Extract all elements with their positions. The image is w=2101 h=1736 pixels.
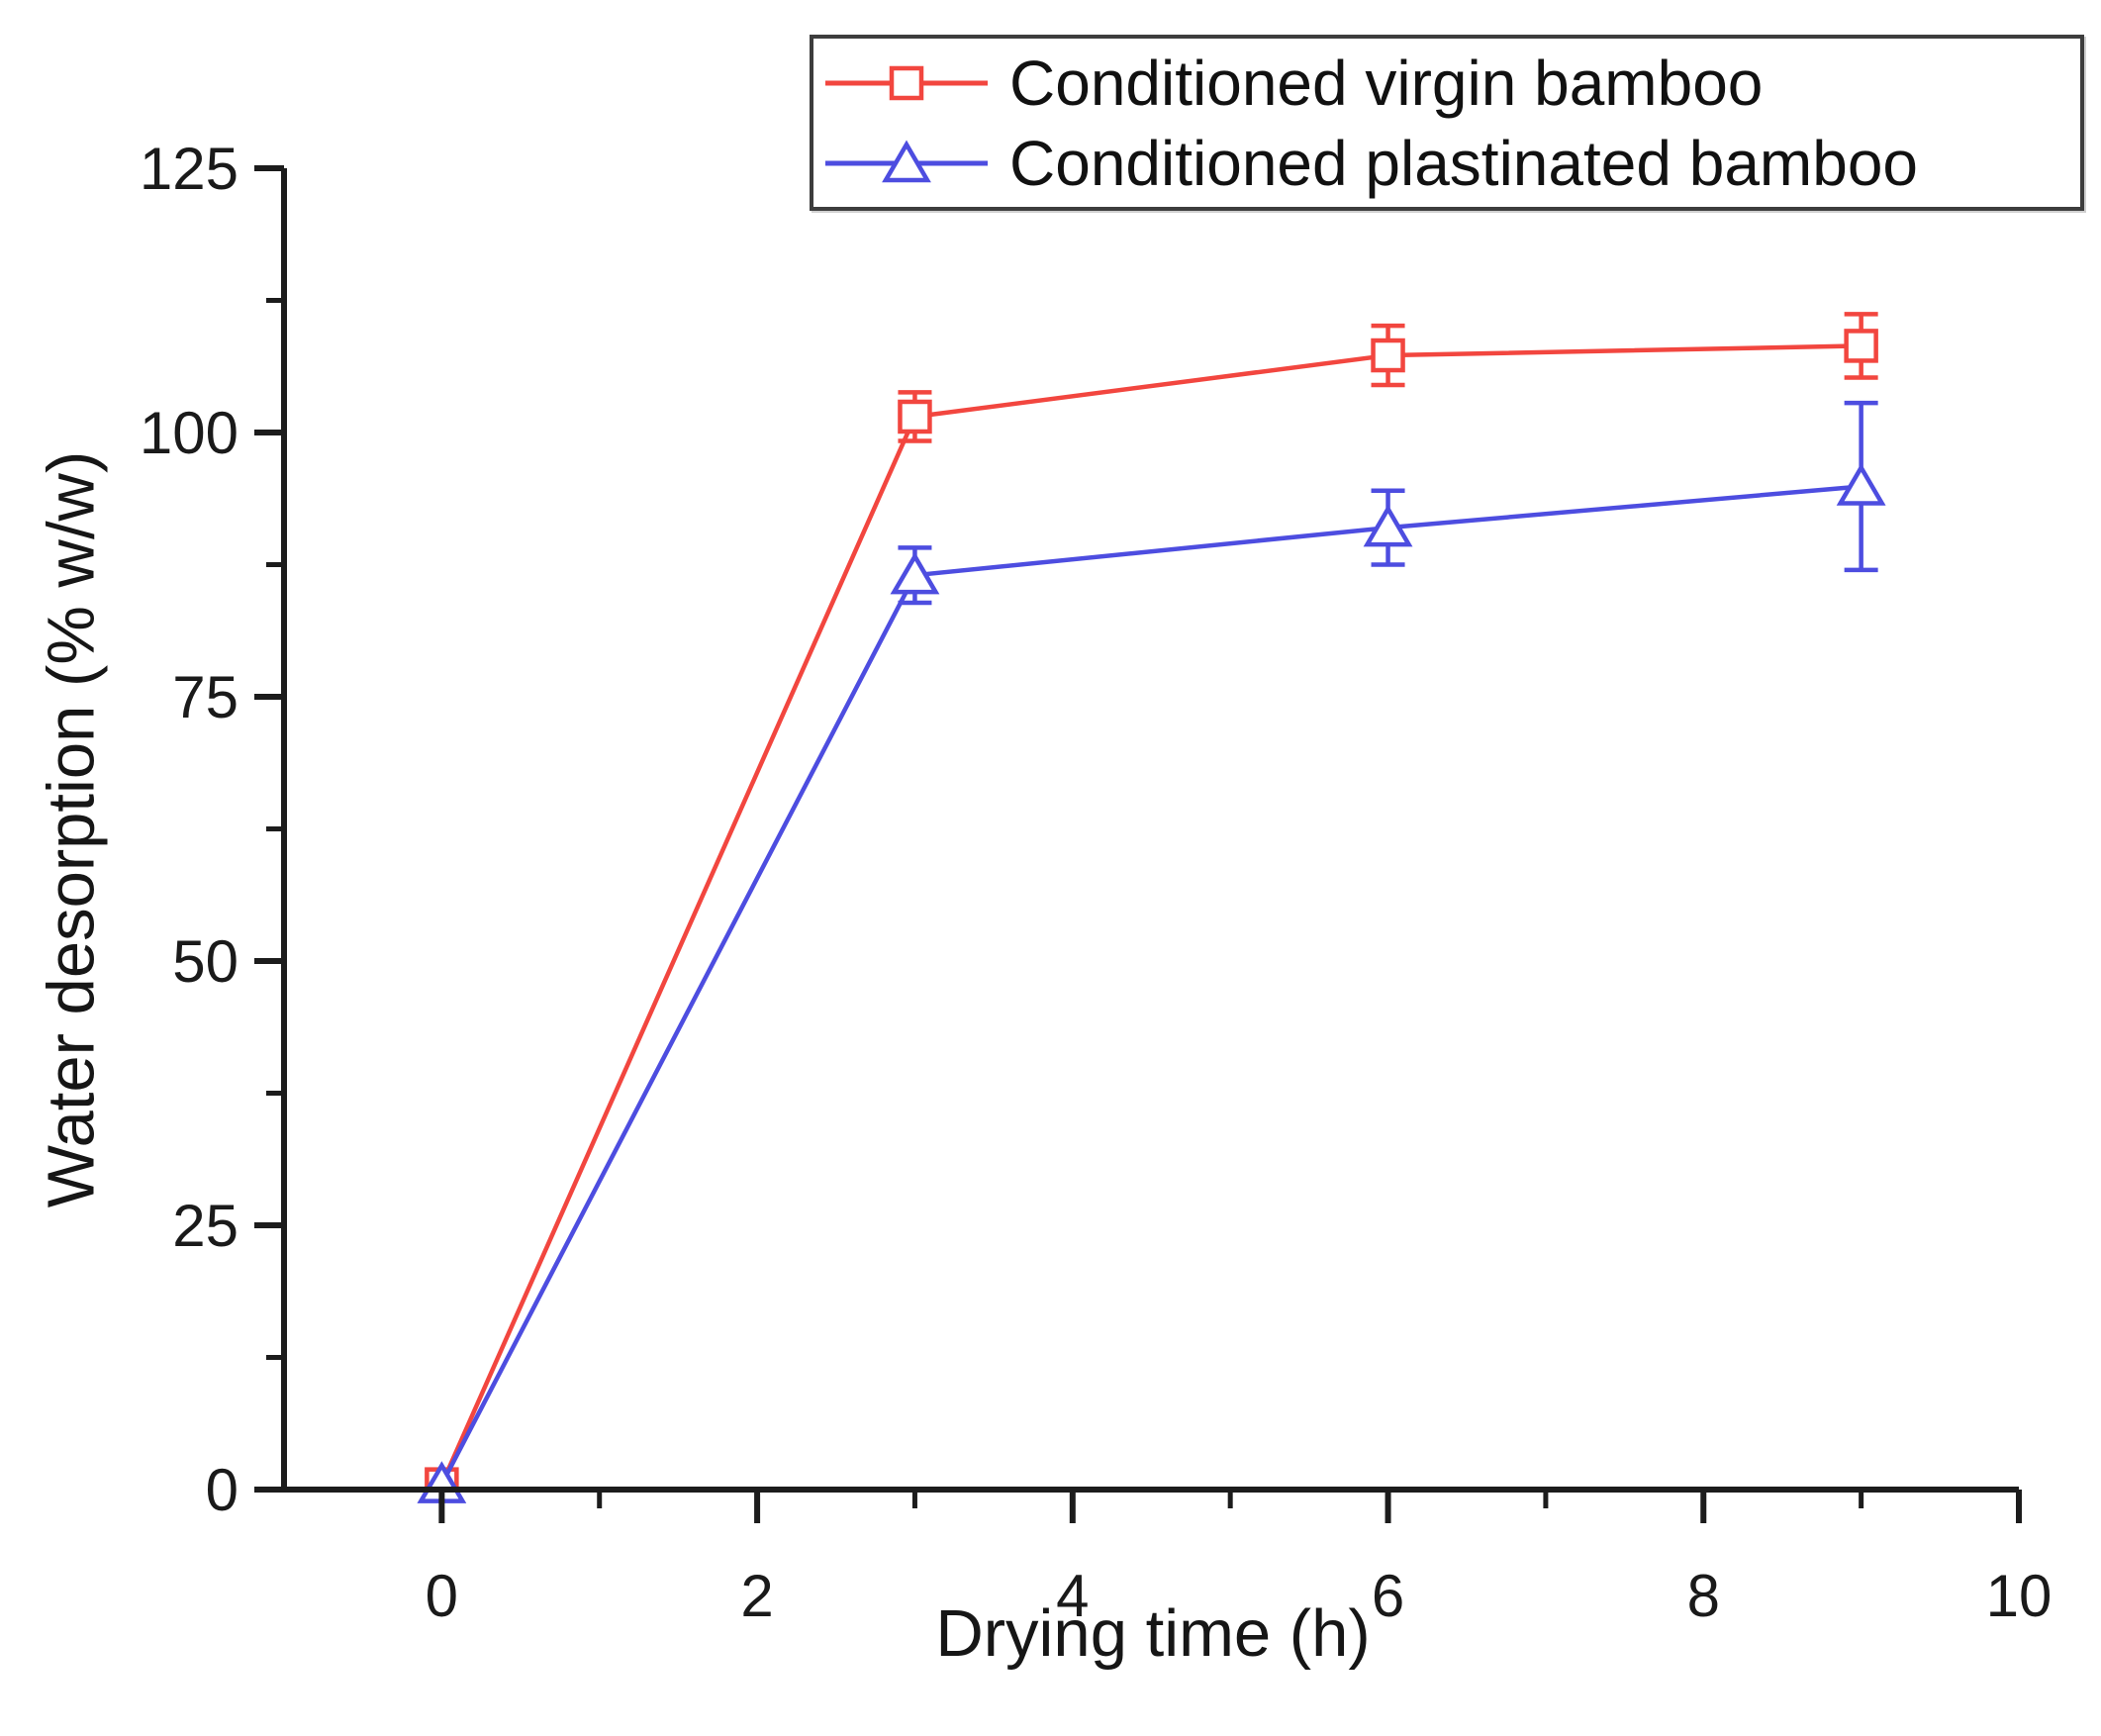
legend-swatch-graphic	[825, 140, 988, 182]
y-tick-label: 0	[206, 1457, 239, 1523]
x-tick-label: 6	[1372, 1563, 1404, 1629]
series-line	[439, 343, 1862, 1486]
square-marker-icon	[825, 65, 988, 100]
x-tick-label: 4	[1056, 1563, 1089, 1629]
y-axis-title: Water desorption (% w/w)	[34, 450, 109, 1208]
legend-item-label: Conditioned virgin bamboo	[1009, 47, 1764, 119]
legend-item: Conditioned virgin bamboo	[821, 51, 2080, 115]
square-marker-icon	[898, 399, 932, 434]
x-tick-label: 0	[426, 1563, 458, 1629]
y-axis: 0 25 50 75 100 125	[140, 136, 287, 1523]
x-tick-label: 8	[1687, 1563, 1720, 1629]
x-axis: 0 2 4 6 8 10	[281, 1487, 2053, 1629]
x-axis-title: Drying time (h)	[935, 1596, 1371, 1671]
triangle-marker-icon	[1836, 463, 1886, 506]
y-tick-label: 25	[172, 1193, 239, 1259]
triangle-marker-icon	[1363, 504, 1413, 547]
x-tick-label: 10	[1986, 1563, 2053, 1629]
y-tick-label: 125	[140, 136, 239, 202]
series-conditioned-plastinated-bamboo	[417, 400, 1886, 1503]
legend-item: Conditioned plastinated bamboo	[821, 132, 2080, 195]
triangle-marker-icon	[890, 551, 940, 595]
series-conditioned-virgin-bamboo	[425, 312, 1878, 1501]
legend-item-label: Conditioned plastinated bamboo	[1009, 127, 1918, 199]
y-tick-label: 50	[172, 928, 239, 995]
x-tick-label: 2	[740, 1563, 773, 1629]
y-tick-label: 75	[172, 664, 239, 730]
legend: Conditioned virgin bamboo Conditioned pl…	[810, 35, 2084, 211]
square-marker-icon	[1371, 338, 1405, 373]
series-line	[439, 484, 1862, 1486]
triangle-marker-icon	[825, 140, 988, 182]
square-marker-icon	[1844, 329, 1878, 363]
legend-swatch-graphic	[825, 65, 988, 100]
y-tick-label: 100	[140, 400, 239, 466]
